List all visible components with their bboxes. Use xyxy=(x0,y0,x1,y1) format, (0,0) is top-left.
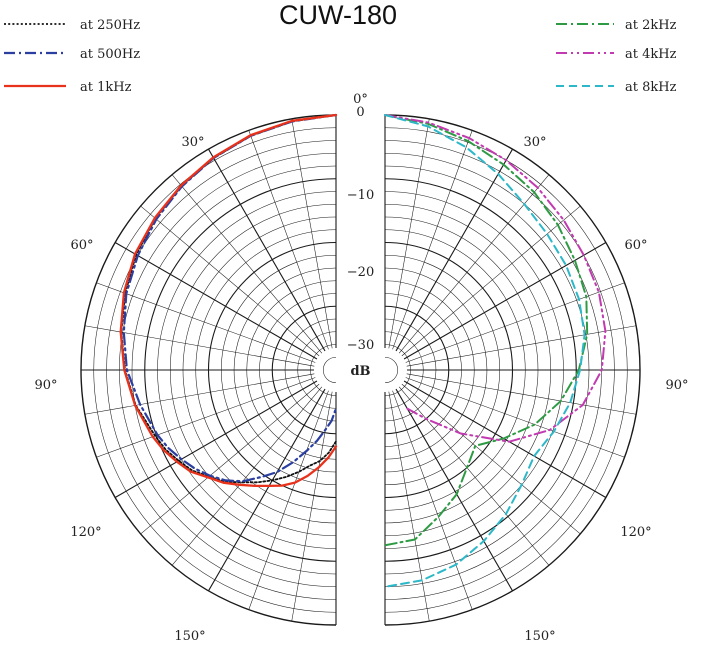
legend-label-3: at 2kHz xyxy=(625,18,677,33)
series-curve-1 xyxy=(122,113,338,483)
grid-spoke-left-150 xyxy=(208,388,326,592)
grid-spoke-left-130 xyxy=(140,383,320,535)
grid-spoke-right-60 xyxy=(403,242,607,360)
grid-spoke-right-50 xyxy=(401,205,581,357)
polar-grid xyxy=(80,114,641,626)
angle-label-right-3: 120° xyxy=(620,525,651,540)
series-curve-4 xyxy=(384,114,607,443)
angle-label-left-3: 120° xyxy=(70,525,101,540)
grid-spoke-right-80 xyxy=(406,325,637,367)
angle-label-right-2: 90° xyxy=(665,378,688,393)
grid-spoke-left-50 xyxy=(140,205,320,357)
radial-tick-label-2: −20 xyxy=(347,265,374,280)
grid-spoke-right-40 xyxy=(398,174,550,354)
grid-spoke-right-160 xyxy=(392,390,473,610)
grid-spoke-left-80 xyxy=(84,325,315,367)
angle-label-right-1: 60° xyxy=(624,238,647,253)
polar-curves xyxy=(119,113,607,588)
grid-spoke-left-160 xyxy=(248,390,329,610)
grid-spoke-right-120 xyxy=(403,380,607,498)
grid-spoke-left-110 xyxy=(96,377,316,458)
grid-ring-left-38db xyxy=(322,356,337,384)
radial-tick-label-3: −30 xyxy=(347,338,374,353)
grid-spoke-left-100 xyxy=(84,373,315,415)
angle-label-left-0: 30° xyxy=(181,135,204,150)
grid-spoke-right-70 xyxy=(405,282,625,363)
grid-spoke-left-70 xyxy=(96,282,316,363)
legend-label-4: at 4kHz xyxy=(625,47,677,62)
legend: at 250Hz at 500Hz at 1kHz at 2kHz at 4kHz at … xyxy=(4,18,677,95)
grid-spoke-right-100 xyxy=(406,373,637,415)
grid-spoke-left-40 xyxy=(171,174,323,354)
series-curve-3 xyxy=(384,114,589,547)
series-curve-2 xyxy=(119,113,338,488)
grid-ring-right-38db xyxy=(384,356,399,384)
grid-spoke-left-20 xyxy=(248,130,329,350)
grid-spoke-right-30 xyxy=(395,148,513,352)
angle-label-right-4: 150° xyxy=(524,629,555,644)
grid-spoke-left-60 xyxy=(114,242,318,360)
grid-spoke-left-120 xyxy=(114,380,318,498)
grid-spoke-left-10 xyxy=(291,118,333,349)
radial-tick-label-1: −10 xyxy=(347,188,374,203)
legend-label-5: at 8kHz xyxy=(625,80,677,95)
grid-spoke-left-30 xyxy=(208,148,326,352)
angle-label-left-1: 60° xyxy=(70,238,93,253)
radial-unit-label: dB xyxy=(350,364,370,379)
angle-label-top: 0° xyxy=(353,92,368,107)
chart-title: CUW-180 xyxy=(279,0,397,30)
legend-label-1: at 500Hz xyxy=(80,47,140,62)
angle-label-right-0: 30° xyxy=(523,135,546,150)
grid-spoke-right-150 xyxy=(395,388,513,592)
grid-spoke-right-110 xyxy=(405,377,625,458)
legend-label-0: at 250Hz xyxy=(80,18,140,33)
grid-spoke-left-140 xyxy=(171,386,323,566)
grid-spoke-right-20 xyxy=(392,130,473,350)
grid-spoke-right-140 xyxy=(398,386,550,566)
grid-spoke-right-170 xyxy=(388,391,430,622)
grid-spoke-right-130 xyxy=(401,383,581,535)
angle-label-left-4: 150° xyxy=(174,629,205,644)
grid-spoke-right-10 xyxy=(388,118,430,349)
radial-tick-label-0: 0 xyxy=(356,105,364,120)
polar-labels: 0 −10 −20 −30 dB 0° 30° 60° 90° 120° 150° 30° 60° 90°… xyxy=(34,92,688,644)
angle-label-left-2: 90° xyxy=(34,378,57,393)
series-curve-5 xyxy=(384,114,586,588)
legend-label-2: at 1kHz xyxy=(80,80,132,95)
